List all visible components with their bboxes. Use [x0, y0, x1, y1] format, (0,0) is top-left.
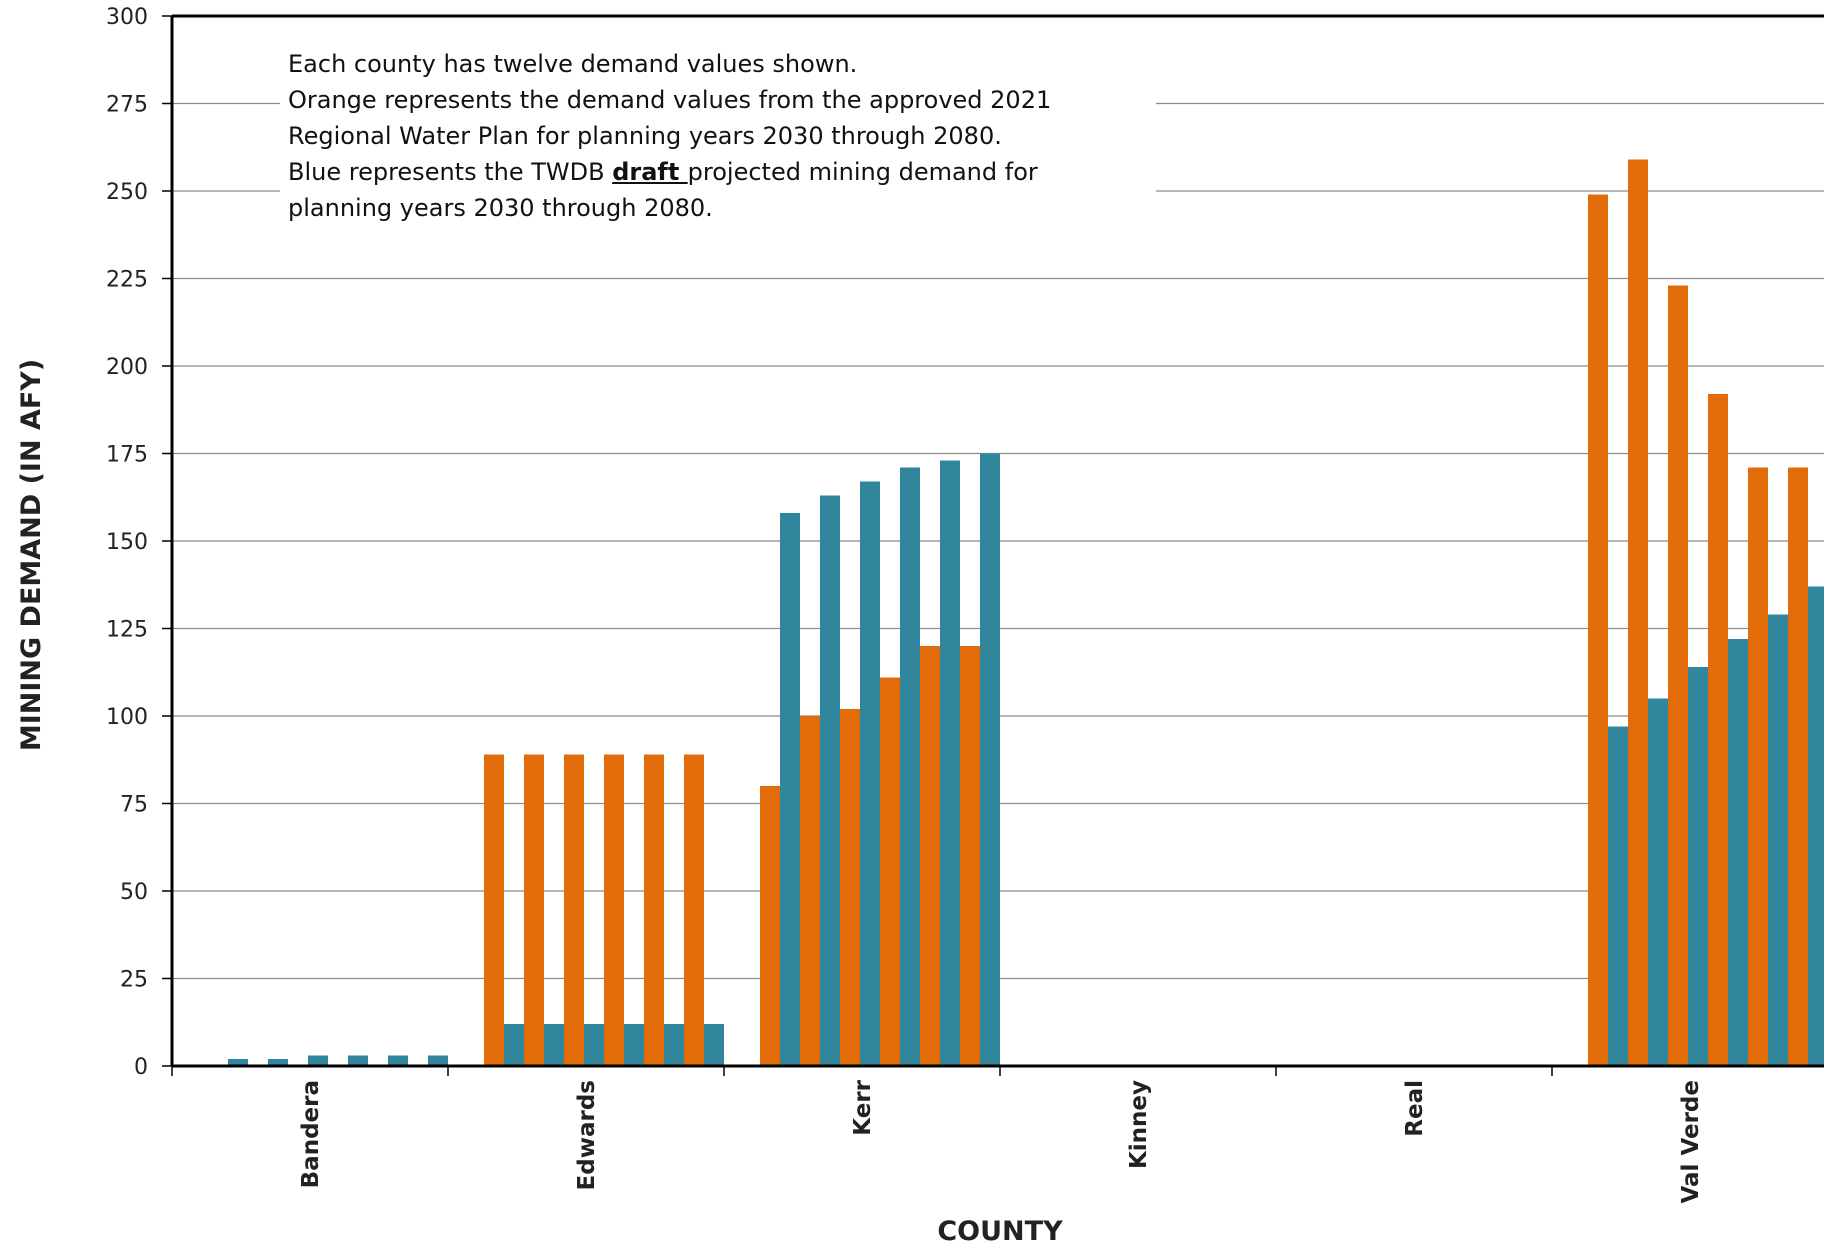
y-tick-label: 225 [106, 268, 148, 293]
y-tick-label: 150 [106, 530, 148, 555]
y-axis-title: MINING DEMAND (IN AFY) [16, 359, 47, 751]
annotation-line-3: Regional Water Plan for planning years 2… [288, 122, 1002, 150]
bar [800, 716, 820, 1066]
bar [644, 754, 664, 1066]
bar [504, 1024, 524, 1066]
bar [880, 677, 900, 1066]
bar [348, 1055, 368, 1066]
bar [1768, 614, 1788, 1066]
bar [1808, 586, 1824, 1066]
y-tick-labels: 0 25 50 75 100 125 150 175 200 225 250 275 300 [106, 5, 148, 1080]
y-tick-label: 50 [120, 880, 148, 905]
annotation-line-2: Orange represents the demand values from… [288, 86, 1052, 114]
annotation-line-1: Each county has twelve demand values sho… [288, 50, 858, 78]
bar [1788, 467, 1808, 1066]
y-tick-label: 300 [106, 5, 148, 30]
bar [1628, 159, 1648, 1066]
annotation-line-4-end: projected mining demand for [687, 158, 1038, 186]
y-tick-label: 175 [106, 443, 148, 468]
bar [1748, 467, 1768, 1066]
x-category-label: Kinney [1126, 1080, 1152, 1169]
bar [1688, 667, 1708, 1066]
bar [940, 460, 960, 1066]
bar [564, 754, 584, 1066]
bar [1708, 394, 1728, 1066]
bar [624, 1024, 644, 1066]
bar [544, 1024, 564, 1066]
bar [388, 1055, 408, 1066]
x-category-labels: Bandera Edwards Kerr Kinney Real Val Verde [298, 1079, 1704, 1203]
bar [1588, 194, 1608, 1066]
bar [308, 1055, 328, 1066]
axes [162, 14, 1824, 1076]
y-tick-label: 250 [106, 180, 148, 205]
x-category-label: Bandera [298, 1080, 324, 1188]
bar [584, 1024, 604, 1066]
bar [484, 754, 504, 1066]
bar [1728, 639, 1748, 1066]
bar [268, 1059, 288, 1066]
chart-annotation: Each county has twelve demand values sho… [280, 42, 1156, 230]
bar [604, 754, 624, 1066]
bar [684, 754, 704, 1066]
bar [1648, 698, 1668, 1066]
annotation-line-4: Blue represents the TWDB draft projected… [288, 154, 1148, 190]
y-tick-label: 0 [134, 1055, 148, 1080]
y-tick-label: 275 [106, 93, 148, 118]
y-tick-label: 200 [106, 355, 148, 380]
bar [840, 709, 860, 1066]
annotation-draft-emphasis: draft [612, 158, 688, 186]
bar [1608, 726, 1628, 1066]
bar [704, 1024, 724, 1066]
y-tick-label: 75 [120, 793, 148, 818]
x-axis-title: COUNTY [937, 1216, 1063, 1246]
x-category-label: Real [1402, 1080, 1428, 1137]
bar [920, 646, 940, 1066]
bar [228, 1059, 248, 1066]
bar [860, 481, 880, 1066]
bars [228, 159, 1824, 1066]
bar [524, 754, 544, 1066]
bar [980, 453, 1000, 1066]
bar [900, 467, 920, 1066]
y-tick-label: 100 [106, 705, 148, 730]
bar [664, 1024, 684, 1066]
bar [780, 513, 800, 1066]
annotation-line-5: planning years 2030 through 2080. [288, 194, 713, 222]
x-category-label: Kerr [850, 1079, 876, 1135]
bar [960, 646, 980, 1066]
y-tick-label: 25 [120, 968, 148, 993]
x-category-label: Val Verde [1678, 1080, 1704, 1204]
bar [760, 786, 780, 1066]
x-category-label: Edwards [574, 1080, 600, 1190]
bar [428, 1055, 448, 1066]
bar [1668, 285, 1688, 1066]
annotation-line-4-start: Blue represents the TWDB [288, 158, 613, 186]
bar [820, 495, 840, 1066]
y-tick-label: 125 [106, 618, 148, 643]
